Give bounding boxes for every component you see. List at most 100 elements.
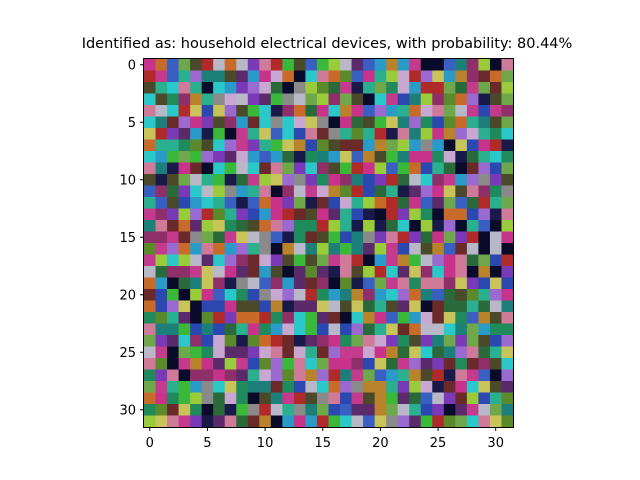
heatmap-cell: [144, 312, 156, 324]
heatmap-cell: [351, 243, 364, 255]
heatmap-cell: [397, 392, 410, 405]
heatmap-cell: [259, 116, 272, 129]
heatmap-image: [144, 59, 514, 428]
heatmap-cell: [213, 312, 226, 324]
heatmap-cell: [190, 139, 203, 152]
heatmap-cell: [420, 162, 433, 175]
heatmap-cell: [259, 277, 272, 290]
heatmap-cell: [270, 139, 283, 152]
heatmap-cell: [328, 185, 341, 198]
heatmap-cell: [420, 358, 433, 370]
heatmap-cell: [247, 346, 260, 359]
heatmap-cell: [478, 369, 491, 382]
heatmap-cell: [420, 266, 433, 278]
heatmap-cell: [178, 254, 191, 267]
heatmap-cell: [236, 323, 249, 336]
heatmap-cell: [455, 208, 468, 221]
heatmap-cell: [224, 128, 237, 140]
heatmap-cell: [386, 220, 399, 232]
heatmap-cell: [374, 277, 387, 290]
heatmap-cell: [305, 381, 318, 393]
heatmap-cell: [466, 105, 479, 117]
heatmap-cell: [455, 93, 468, 106]
heatmap-cell: [501, 139, 514, 152]
heatmap-cell: [316, 369, 329, 382]
x-axis: 0 5 10 15 20 25 30: [146, 427, 504, 451]
heatmap-cell: [213, 243, 226, 255]
heatmap-cell: [305, 174, 318, 186]
heatmap-cell: [409, 220, 422, 232]
heatmap-cell: [443, 139, 456, 152]
heatmap-cell: [316, 59, 329, 71]
heatmap-cell: [363, 243, 376, 255]
heatmap-cell: [363, 82, 376, 94]
heatmap-cell: [282, 208, 295, 221]
heatmap-cell: [259, 404, 272, 416]
heatmap-cell: [340, 185, 352, 198]
heatmap-cell: [501, 93, 514, 106]
heatmap-cell: [305, 289, 318, 301]
heatmap-cell: [363, 105, 376, 117]
heatmap-cell: [178, 289, 191, 301]
heatmap-cell: [420, 59, 433, 71]
heatmap-cell: [397, 277, 410, 290]
heatmap-cell: [213, 323, 226, 336]
heatmap-cell: [178, 93, 191, 106]
heatmap-cell: [501, 162, 514, 175]
chart-title: Identified as: household electrical devi…: [82, 36, 573, 52]
heatmap-cell: [247, 335, 260, 347]
heatmap-cell: [501, 369, 514, 382]
heatmap-cell: [155, 128, 168, 140]
heatmap-cell: [409, 392, 422, 405]
heatmap-cell: [432, 289, 445, 301]
heatmap-cell: [236, 254, 249, 267]
heatmap-cell: [409, 277, 422, 290]
heatmap-cell: [224, 289, 237, 301]
heatmap-cell: [340, 369, 352, 382]
heatmap-cell: [305, 185, 318, 198]
heatmap-cell: [316, 346, 329, 359]
heatmap-cell: [478, 346, 491, 359]
heatmap-cell: [224, 151, 237, 163]
heatmap-cell: [443, 59, 456, 71]
heatmap-cell: [178, 243, 191, 255]
heatmap-cell: [363, 208, 376, 221]
heatmap-cell: [178, 174, 191, 186]
heatmap-cell: [501, 128, 514, 140]
heatmap-cell: [190, 358, 203, 370]
heatmap-cell: [305, 300, 318, 313]
heatmap-cell: [259, 346, 272, 359]
heatmap-cell: [167, 59, 179, 71]
heatmap-cell: [340, 346, 352, 359]
heatmap-cell: [224, 174, 237, 186]
heatmap-cell: [443, 197, 456, 209]
heatmap-cell: [293, 128, 306, 140]
heatmap-cell: [144, 185, 156, 198]
heatmap-cell: [144, 381, 156, 393]
heatmap-cell: [478, 415, 491, 428]
heatmap-cell: [501, 312, 514, 324]
heatmap-cell: [213, 82, 226, 94]
heatmap-cell: [305, 59, 318, 71]
heatmap-cell: [316, 323, 329, 336]
heatmap-cell: [501, 346, 514, 359]
heatmap-cell: [282, 335, 295, 347]
heatmap-cell: [144, 70, 156, 83]
heatmap-cell: [305, 139, 318, 152]
heatmap-cell: [201, 162, 214, 175]
heatmap-cell: [478, 381, 491, 393]
heatmap-cell: [455, 289, 468, 301]
heatmap-cell: [466, 151, 479, 163]
heatmap-cell: [178, 139, 191, 152]
heatmap-cell: [328, 162, 341, 175]
heatmap-cell: [386, 335, 399, 347]
heatmap-cell: [282, 185, 295, 198]
heatmap-cell: [270, 185, 283, 198]
heatmap-cell: [328, 70, 341, 83]
heatmap-cell: [340, 404, 352, 416]
heatmap-cell: [466, 174, 479, 186]
heatmap-cell: [190, 323, 203, 336]
heatmap-cell: [466, 266, 479, 278]
heatmap-cell: [351, 381, 364, 393]
heatmap-cell: [409, 335, 422, 347]
